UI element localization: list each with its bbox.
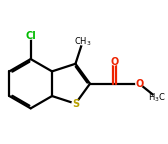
Text: CH$_3$: CH$_3$ bbox=[74, 35, 92, 48]
Text: H$_3$C: H$_3$C bbox=[148, 91, 165, 104]
Circle shape bbox=[79, 38, 86, 45]
Circle shape bbox=[136, 80, 143, 87]
Text: O: O bbox=[135, 79, 143, 89]
Circle shape bbox=[27, 32, 34, 39]
Circle shape bbox=[111, 58, 118, 65]
Text: S: S bbox=[72, 99, 79, 109]
Text: O: O bbox=[111, 57, 119, 67]
Circle shape bbox=[72, 100, 79, 107]
Circle shape bbox=[153, 94, 160, 101]
Text: Cl: Cl bbox=[25, 31, 36, 41]
